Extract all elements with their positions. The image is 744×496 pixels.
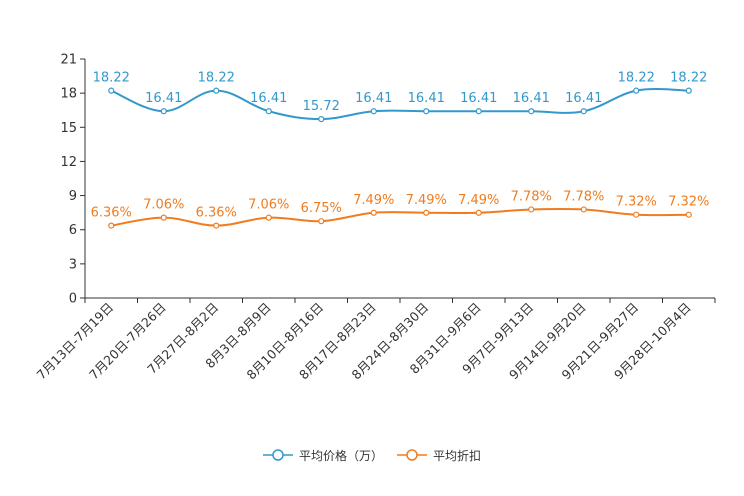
y-tick-label: 3	[69, 257, 77, 272]
chart-legend: 平均价格（万） 平均折扣	[0, 443, 744, 467]
series-line-1	[111, 207, 689, 227]
data-point	[580, 206, 587, 213]
data-label: 16.41	[355, 91, 392, 106]
data-label: 18.22	[618, 71, 655, 86]
data-point	[213, 222, 220, 229]
data-point	[528, 206, 535, 213]
series-line-0	[110, 88, 689, 121]
data-point	[213, 87, 220, 94]
data-point	[685, 87, 692, 94]
y-tick-label: 15	[60, 121, 77, 136]
data-label: 16.41	[408, 91, 445, 106]
data-point	[633, 211, 640, 218]
data-point	[160, 214, 167, 221]
legend-label-price: 平均价格（万）	[298, 448, 383, 463]
data-label: 7.32%	[616, 195, 657, 210]
data-point	[633, 87, 640, 94]
data-label: 16.41	[250, 91, 287, 106]
series-0: 18.22 16.41 18.22 16.41 15.72 16.41 16.41 16.41…	[93, 71, 707, 123]
series-1: 6.36% 7.06% 6.36% 7.06% 6.75% 7.49% 7.49% 7.49%…	[91, 189, 709, 229]
data-label: 16.41	[513, 91, 550, 106]
data-label: 7.06%	[248, 198, 289, 213]
data-point	[423, 209, 430, 216]
legend-label-discount: 平均折扣	[433, 448, 482, 463]
data-point	[265, 214, 272, 221]
data-point	[685, 211, 692, 218]
data-point	[423, 108, 430, 115]
data-label: 6.36%	[91, 206, 132, 221]
y-tick-label: 18	[60, 87, 77, 102]
data-label: 18.22	[670, 71, 707, 86]
data-point	[160, 108, 167, 115]
data-label: 7.49%	[406, 193, 447, 208]
y-tick-label: 21	[60, 53, 77, 68]
data-label: 16.41	[145, 91, 182, 106]
data-point	[318, 115, 325, 123]
data-point	[370, 209, 377, 216]
data-point	[108, 87, 115, 94]
data-point	[108, 222, 115, 229]
data-label: 7.32%	[668, 195, 709, 210]
legend-marker-price-icon	[262, 449, 293, 461]
data-label: 7.78%	[511, 189, 552, 204]
data-label: 6.75%	[301, 201, 342, 216]
data-label: 7.49%	[353, 193, 394, 208]
y-tick-label: 12	[60, 155, 77, 170]
data-point	[475, 209, 482, 216]
data-label: 7.06%	[143, 198, 184, 213]
y-tick-label: 9	[69, 189, 77, 204]
data-label: 18.22	[93, 71, 130, 86]
data-point	[528, 108, 535, 115]
data-label: 6.36%	[196, 206, 237, 221]
data-label: 7.49%	[458, 193, 499, 208]
data-label: 16.41	[460, 91, 497, 106]
data-point	[318, 218, 325, 225]
legend-item-price[interactable]: 平均价格（万）	[262, 447, 383, 464]
y-tick-label: 6	[69, 223, 77, 238]
data-point	[370, 108, 377, 115]
data-label: 15.72	[303, 99, 340, 114]
legend-marker-discount-icon	[397, 449, 427, 461]
data-point	[265, 108, 272, 115]
legend-item-discount[interactable]: 平均折扣	[397, 447, 481, 464]
data-point	[580, 108, 587, 115]
data-label: 16.41	[565, 91, 602, 106]
data-label: 18.22	[198, 71, 235, 86]
data-label: 7.78%	[563, 189, 604, 204]
data-point	[475, 108, 482, 115]
y-tick-label: 0	[69, 292, 77, 307]
chart-series: 18.22 16.41 18.22 16.41 15.72 16.41 16.41 16.41…	[91, 71, 709, 229]
